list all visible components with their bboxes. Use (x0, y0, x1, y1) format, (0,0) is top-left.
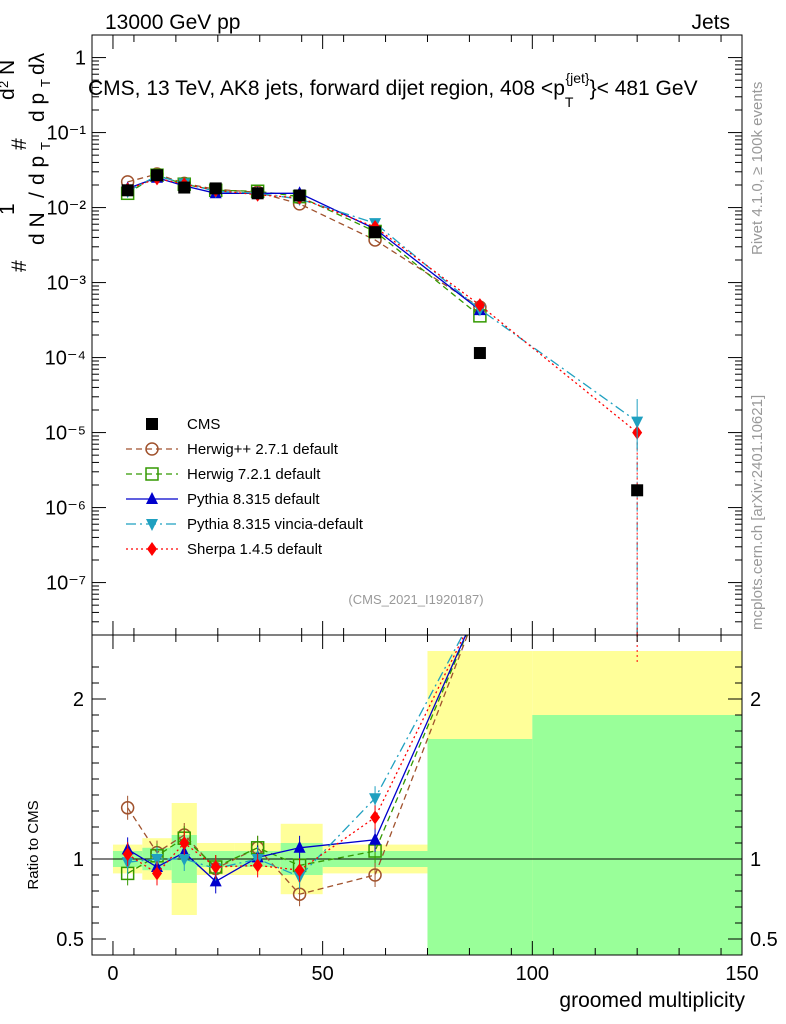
svg-text:T: T (38, 79, 53, 87)
y-tick-label: 10⁻⁵ (45, 423, 86, 445)
ratio-line-2 (127, 635, 467, 883)
ratio-line-1 (127, 635, 468, 874)
main-y-axis-label: # 1 d N / d p T # d p T dλ d 2 N (0, 52, 53, 272)
ratio-point-3 (369, 793, 382, 806)
svg-text:dλ: dλ (26, 52, 49, 75)
ratio-point-0 (120, 801, 135, 815)
ratio-point-4 (179, 836, 190, 850)
main-plot-panel: 10⁻⁷ 10⁻⁶ 10⁻⁵ 10⁻⁴ 10⁻³ 10⁻² 10⁻¹ 1 (45, 34, 743, 636)
ratio-y-tick-label-right: 1 (750, 849, 761, 871)
ratio-point-4 (122, 847, 133, 862)
data-point (209, 182, 222, 195)
legend-marker (146, 492, 158, 504)
data-point (151, 169, 163, 182)
svg-text:#: # (8, 138, 31, 150)
uncertainty-bands (112, 651, 742, 955)
legend-marker (145, 467, 159, 481)
data-point (251, 187, 264, 200)
legend-marker (146, 519, 158, 531)
ratio-series-layer (92, 635, 742, 907)
analysis-id-label: (CMS_2021_I1920187) (348, 592, 483, 607)
mcplots-label: mcplots.cern.ch [arXiv:2401.10621] (749, 395, 766, 630)
svg-text:N: N (0, 60, 19, 75)
ratio-y-tick-label: 0.5 (56, 929, 84, 951)
legend: CMS Herwig++ 2.7.1 default Herwig 7.2.1 de… (126, 416, 364, 558)
data-point (293, 189, 306, 202)
plot-title: CMS, 13 TeV, AK8 jets, forward dijet reg… (88, 70, 698, 110)
ratio-point-4 (294, 863, 305, 878)
series-point-4 (474, 298, 485, 313)
legend-label: CMS (187, 416, 220, 433)
y-tick-label: 10⁻² (47, 198, 87, 220)
ratio-line-4 (127, 635, 465, 875)
legend-label: Pythia 8.315 default (187, 491, 320, 508)
svg-text:d p: d p (26, 156, 49, 185)
ratio-line-3 (127, 635, 464, 878)
stat-uncertainty-band (532, 715, 742, 955)
svg-text:d p: d p (26, 93, 49, 122)
svg-text:T: T (38, 142, 53, 150)
rivet-version-label: Rivet 4.1.0, ≥ 100k events (749, 82, 766, 255)
ratio-y-tick-label-right: 2 (750, 689, 761, 711)
legend-label: Pythia 8.315 vincia-default (187, 516, 364, 533)
y-tick-label: 10⁻⁴ (45, 348, 86, 370)
ratio-point-4 (252, 858, 263, 873)
data-point (631, 484, 644, 497)
legend-marker (145, 442, 159, 456)
svg-text:2: 2 (0, 81, 11, 88)
stat-uncertainty-band (427, 739, 533, 955)
ratio-plot-panel: 0.5 0.5 1 1 2 2 0 50 100 150 (56, 634, 778, 985)
ratio-point-3 (178, 854, 191, 866)
data-point (473, 347, 486, 360)
ratio-line-0 (127, 635, 469, 895)
legend-label: Sherpa 1.4.5 default (187, 541, 323, 558)
legend-label: Herwig++ 2.7.1 default (187, 441, 339, 458)
ratio-y-tick-label-right: 0.5 (750, 929, 778, 951)
ratio-point-3 (151, 854, 163, 866)
data-point (369, 226, 382, 239)
y-tick-label: 10⁻¹ (47, 123, 87, 145)
series-line-4 (127, 177, 638, 434)
header-left: 13000 GeV pp (105, 11, 240, 34)
x-tick-label: 0 (107, 963, 118, 985)
svg-text:d N: d N (26, 212, 49, 245)
ratio-point-2 (293, 840, 306, 853)
data-point (121, 184, 134, 197)
x-tick-label: 50 (312, 963, 334, 985)
legend-label: Herwig 7.2.1 default (187, 466, 321, 483)
svg-text:1: 1 (0, 203, 19, 215)
ratio-point-2 (369, 832, 382, 845)
legend-marker (146, 418, 158, 430)
ratio-y-tick-label: 2 (73, 689, 84, 711)
svg-text:d: d (0, 88, 19, 100)
y-tick-label: 1 (75, 48, 86, 70)
ratio-axes: 0.5 0.5 1 1 2 2 0 50 100 150 (56, 635, 778, 985)
ratio-point-4 (152, 866, 162, 881)
x-axis-label: groomed multiplicity (559, 989, 745, 1012)
x-tick-label: 100 (516, 963, 549, 985)
x-tick-label: 150 (725, 963, 758, 985)
svg-text:/: / (26, 192, 49, 198)
y-tick-label: 10⁻⁶ (45, 498, 86, 520)
ratio-series-4 (122, 635, 465, 886)
series-line-3 (127, 175, 638, 423)
ratio-y-tick-label: 1 (73, 849, 84, 871)
legend-marker (147, 542, 157, 556)
ratio-point-4 (210, 860, 221, 874)
ratio-point-4 (370, 810, 381, 825)
main-y-axis: 10⁻⁷ 10⁻⁶ 10⁻⁵ 10⁻⁴ 10⁻³ 10⁻² 10⁻¹ 1 (45, 34, 743, 635)
main-series-layer (120, 167, 644, 635)
ratio-point-0 (368, 868, 382, 882)
svg-text:#: # (8, 260, 31, 272)
data-point (178, 181, 191, 194)
y-tick-label: 10⁻³ (47, 273, 87, 295)
ratio-y-axis-label: Ratio to CMS (25, 800, 42, 889)
y-tick-label: 10⁻⁷ (46, 573, 86, 595)
header-right: Jets (691, 11, 730, 34)
